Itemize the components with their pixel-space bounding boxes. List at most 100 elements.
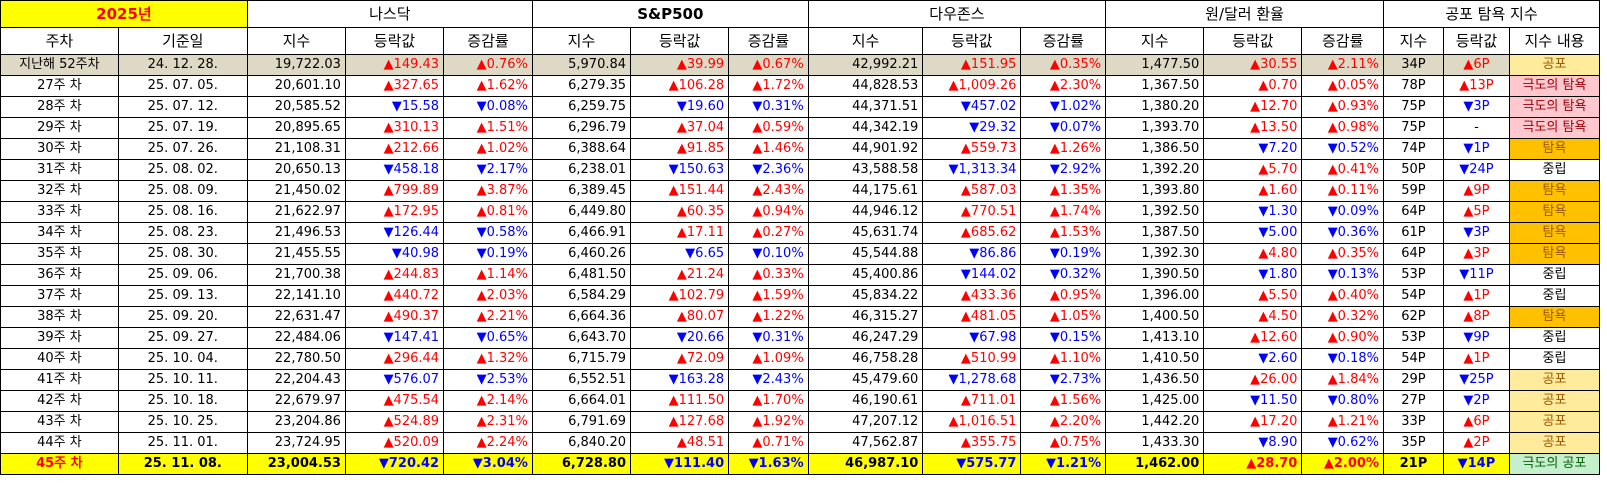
fg-label-cell: 공포 <box>1508 432 1601 454</box>
sp500-change-cell: ▲127.68 <box>630 411 730 433</box>
dow-change-cell: ▲711.01 <box>922 390 1022 412</box>
table-row: 43주 차 25. 10. 25. 23,204.86 ▲524.89 ▲2.31% 6,… <box>0 411 1601 433</box>
sp500-rate-cell: ▼2.36% <box>728 159 809 181</box>
nasdaq-change-cell: ▲244.83 <box>344 264 445 286</box>
week-cell: 45주 차 <box>0 453 119 475</box>
dow-rate-cell: ▲0.75% <box>1020 432 1107 454</box>
table-row: 42주 차 25. 10. 18. 22,679.97 ▲475.54 ▲2.14% 6,… <box>0 390 1601 412</box>
date-cell: 25. 08. 16. <box>117 201 248 223</box>
group-header-nasdaq: 나스닥 <box>246 0 533 28</box>
nasdaq-index-cell: 22,204.43 <box>246 369 346 391</box>
usdkrw-rate-cell: ▼0.52% <box>1301 138 1384 160</box>
table-row: 27주 차 25. 07. 05. 20,601.10 ▲327.65 ▲1.62% 6,… <box>0 75 1601 97</box>
sp500-rate-cell: ▲1.22% <box>728 306 809 328</box>
fg-index-cell: 61P <box>1382 222 1444 244</box>
fg-change-cell: ▼3P <box>1442 222 1510 244</box>
sp500-index-cell: 6,584.29 <box>531 285 632 307</box>
nasdaq-change-cell: ▲327.65 <box>344 75 445 97</box>
nasdaq-rate-cell: ▲2.03% <box>443 285 533 307</box>
fg-label-cell: 중립 <box>1508 327 1601 349</box>
col-header-change: 등락값 <box>1203 27 1303 55</box>
nasdaq-index-cell: 21,455.55 <box>246 243 346 265</box>
dow-rate-cell: ▼0.19% <box>1020 243 1107 265</box>
nasdaq-index-cell: 20,895.65 <box>246 117 346 139</box>
usdkrw-rate-cell: ▲0.35% <box>1301 243 1384 265</box>
table-row: 32주 차 25. 08. 09. 21,450.02 ▲799.89 ▲3.87% 6,… <box>0 180 1601 202</box>
col-header-date: 기준일 <box>117 27 248 55</box>
nasdaq-rate-cell: ▼3.04% <box>443 453 533 475</box>
dow-rate-cell: ▲1.35% <box>1020 180 1107 202</box>
sp500-index-cell: 5,970.84 <box>531 54 632 76</box>
nasdaq-index-cell: 22,631.47 <box>246 306 346 328</box>
sp500-rate-cell: ▲1.09% <box>728 348 809 370</box>
nasdaq-change-cell: ▲799.89 <box>344 180 445 202</box>
dow-rate-cell: ▼2.92% <box>1020 159 1107 181</box>
fg-label-cell: 탐욕 <box>1508 243 1601 265</box>
usdkrw-index-cell: 1,367.50 <box>1105 75 1205 97</box>
week-cell: 36주 차 <box>0 264 119 286</box>
fg-label-cell: 탐욕 <box>1508 138 1601 160</box>
date-cell: 25. 08. 30. <box>117 243 248 265</box>
fg-label-cell: 중립 <box>1508 285 1601 307</box>
dow-change-cell: ▲587.03 <box>922 180 1022 202</box>
sp500-change-cell: ▲21.24 <box>630 264 730 286</box>
date-cell: 25. 09. 20. <box>117 306 248 328</box>
date-cell: 25. 09. 13. <box>117 285 248 307</box>
dow-index-cell: 44,371.51 <box>807 96 924 118</box>
week-cell: 38주 차 <box>0 306 119 328</box>
fg-index-cell: 33P <box>1382 411 1444 433</box>
sp500-change-cell: ▲48.51 <box>630 432 730 454</box>
usdkrw-change-cell: ▲13.50 <box>1203 117 1303 139</box>
week-cell: 28주 차 <box>0 96 119 118</box>
usdkrw-change-cell: ▲12.60 <box>1203 327 1303 349</box>
usdkrw-rate-cell: ▲1.84% <box>1301 369 1384 391</box>
dow-rate-cell: ▲2.20% <box>1020 411 1107 433</box>
date-cell: 25. 10. 25. <box>117 411 248 433</box>
fg-index-cell: 75P <box>1382 96 1444 118</box>
col-header-change: 등락값 <box>344 27 445 55</box>
dow-index-cell: 46,987.10 <box>807 453 924 475</box>
nasdaq-change-cell: ▼576.07 <box>344 369 445 391</box>
fg-label-cell: 공포 <box>1508 411 1601 433</box>
sp500-index-cell: 6,728.80 <box>531 453 632 475</box>
sp500-index-cell: 6,388.64 <box>531 138 632 160</box>
dow-change-cell: ▲1,016.51 <box>922 411 1022 433</box>
fg-change-cell: ▼24P <box>1442 159 1510 181</box>
fg-label-cell: 중립 <box>1508 159 1601 181</box>
date-cell: 25. 07. 26. <box>117 138 248 160</box>
col-header-rate: 증감률 <box>443 27 533 55</box>
dow-index-cell: 44,901.92 <box>807 138 924 160</box>
dow-change-cell: ▲685.62 <box>922 222 1022 244</box>
nasdaq-index-cell: 21,700.38 <box>246 264 346 286</box>
fg-change-cell: ▲5P <box>1442 201 1510 223</box>
sp500-index-cell: 6,552.51 <box>531 369 632 391</box>
usdkrw-change-cell: ▲5.70 <box>1203 159 1303 181</box>
table-row: 36주 차 25. 09. 06. 21,700.38 ▲244.83 ▲1.14% 6,… <box>0 264 1601 286</box>
fg-label-cell: 탐욕 <box>1508 180 1601 202</box>
sp500-index-cell: 6,715.79 <box>531 348 632 370</box>
sp500-index-cell: 6,466.91 <box>531 222 632 244</box>
usdkrw-index-cell: 1,396.00 <box>1105 285 1205 307</box>
sp500-change-cell: ▲72.09 <box>630 348 730 370</box>
fg-change-cell: ▼11P <box>1442 264 1510 286</box>
date-cell: 25. 10. 04. <box>117 348 248 370</box>
nasdaq-rate-cell: ▼0.65% <box>443 327 533 349</box>
week-cell: 40주 차 <box>0 348 119 370</box>
dow-change-cell: ▼67.98 <box>922 327 1022 349</box>
dow-index-cell: 42,992.21 <box>807 54 924 76</box>
table-row: 31주 차 25. 08. 02. 20,650.13 ▼458.18 ▼2.17% 6,… <box>0 159 1601 181</box>
nasdaq-rate-cell: ▲3.87% <box>443 180 533 202</box>
dow-index-cell: 44,828.53 <box>807 75 924 97</box>
dow-change-cell: ▲510.99 <box>922 348 1022 370</box>
usdkrw-change-cell: ▼1.30 <box>1203 201 1303 223</box>
fg-change-cell: ▲1P <box>1442 285 1510 307</box>
date-cell: 25. 10. 18. <box>117 390 248 412</box>
sp500-change-cell: ▲91.85 <box>630 138 730 160</box>
sp500-change-cell: ▲151.44 <box>630 180 730 202</box>
usdkrw-index-cell: 1,386.50 <box>1105 138 1205 160</box>
sp500-index-cell: 6,791.69 <box>531 411 632 433</box>
usdkrw-index-cell: 1,380.20 <box>1105 96 1205 118</box>
dow-change-cell: ▼575.77 <box>922 453 1022 475</box>
week-cell: 29주 차 <box>0 117 119 139</box>
usdkrw-rate-cell: ▲0.41% <box>1301 159 1384 181</box>
